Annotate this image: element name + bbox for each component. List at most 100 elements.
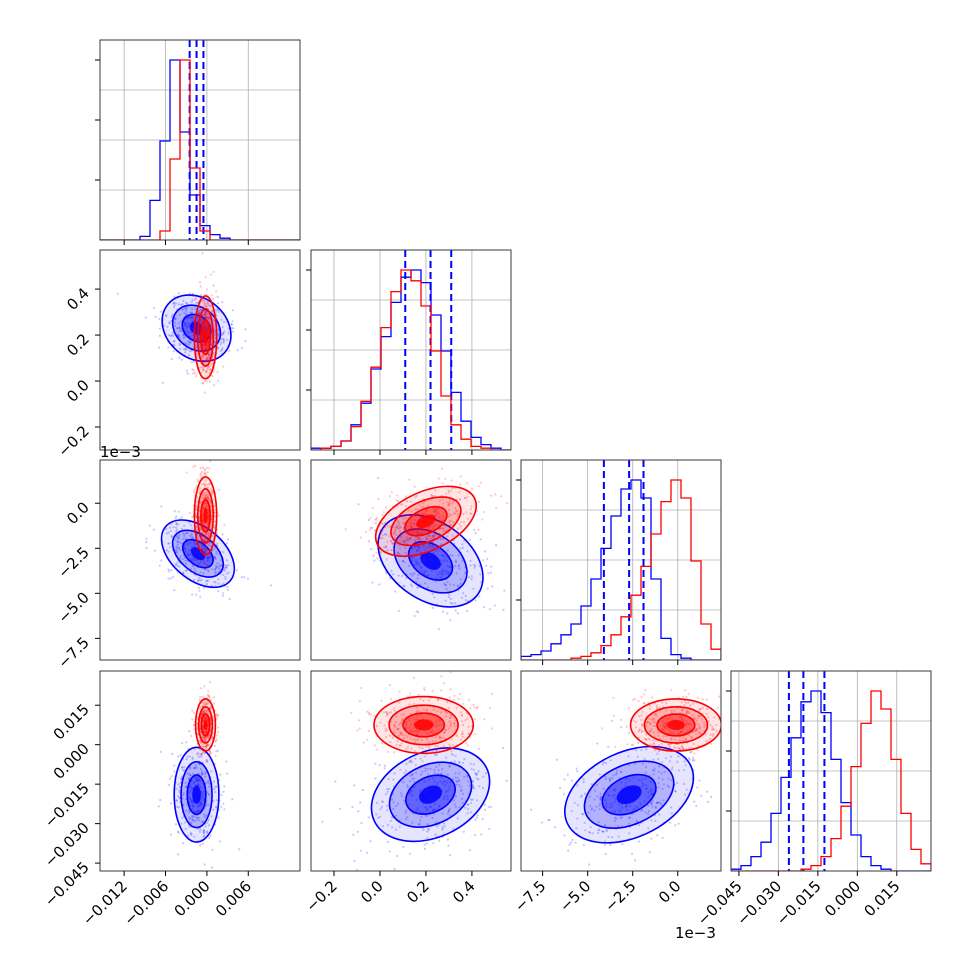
- scatter-point: [456, 515, 460, 518]
- y-tick-label: 0.015: [50, 700, 93, 743]
- scatter-point: [195, 753, 198, 756]
- scatter-point: [223, 568, 226, 571]
- scatter-point: [588, 863, 591, 866]
- scatter-point: [429, 731, 432, 734]
- scatter-point: [389, 740, 392, 744]
- scatter-point: [449, 523, 452, 527]
- scatter-point: [414, 519, 417, 522]
- scatter-point: [681, 736, 685, 739]
- scatter-point: [204, 495, 207, 498]
- scatter-point: [645, 787, 649, 790]
- scatter-point: [391, 816, 394, 819]
- scatter-point: [612, 788, 615, 791]
- scatter-point: [500, 495, 503, 498]
- scatter-point: [404, 733, 407, 737]
- scatter-point: [198, 309, 201, 312]
- scatter-point: [204, 313, 207, 316]
- scatter-point: [670, 812, 673, 815]
- scatter-point: [715, 723, 718, 727]
- scatter-point: [678, 732, 681, 736]
- scatter-point: [190, 301, 193, 304]
- scatter-point: [203, 326, 207, 329]
- scatter-point: [663, 726, 666, 729]
- scatter-point: [422, 546, 425, 549]
- scatter-point: [426, 830, 429, 833]
- scatter-point: [204, 312, 207, 316]
- scatter-point: [381, 537, 384, 540]
- scatter-point: [212, 555, 215, 558]
- scatter-point: [405, 762, 408, 766]
- scatter-point: [461, 543, 464, 546]
- scatter-point: [703, 725, 706, 728]
- scatter-point: [397, 500, 400, 503]
- scatter-point: [427, 744, 431, 748]
- scatter-point: [454, 776, 457, 779]
- scatter-point: [396, 527, 399, 530]
- scatter-point: [169, 833, 173, 836]
- scatter-point: [441, 768, 444, 771]
- scatter-point: [640, 749, 643, 752]
- scatter-point: [665, 709, 668, 712]
- scatter-point: [231, 309, 234, 312]
- scatter-point: [392, 542, 395, 545]
- scatter-point: [169, 526, 172, 529]
- scatter-point: [678, 716, 681, 720]
- scatter-point: [189, 833, 193, 836]
- scatter-point: [215, 714, 219, 717]
- scatter-point: [419, 566, 423, 569]
- scatter-point: [663, 730, 666, 733]
- scatter-point: [205, 703, 208, 706]
- scatter-point: [203, 468, 206, 471]
- scatter-point: [194, 307, 197, 310]
- scatter-point: [375, 518, 378, 522]
- scatter-point: [215, 567, 218, 570]
- scatter-point: [192, 805, 195, 808]
- scatter-point: [204, 483, 207, 486]
- scatter-point: [431, 536, 434, 539]
- scatter-point: [205, 564, 208, 567]
- scatter-point: [436, 510, 439, 513]
- scatter-point: [200, 366, 203, 369]
- scatter-point: [678, 747, 682, 751]
- scatter-point: [395, 499, 398, 502]
- scatter-point: [191, 593, 194, 596]
- scatter-point: [200, 712, 204, 716]
- scatter-point: [221, 332, 224, 335]
- scatter-point: [207, 303, 210, 306]
- scatter-point: [435, 736, 438, 739]
- scatter-point: [201, 314, 204, 317]
- scatter-point: [423, 689, 426, 692]
- scatter-point: [200, 578, 203, 581]
- scatter-point: [208, 785, 211, 789]
- scatter-point: [460, 720, 463, 723]
- scatter-point: [464, 719, 467, 722]
- scatter-point: [476, 814, 479, 817]
- scatter-point: [199, 528, 202, 532]
- scatter-point: [422, 502, 425, 505]
- scatter-point: [431, 528, 434, 531]
- scatter-point: [644, 811, 647, 814]
- scatter-point: [613, 793, 616, 796]
- scatter-point: [200, 712, 203, 715]
- scatter-point: [413, 614, 416, 618]
- scatter-point: [669, 716, 672, 719]
- scatter-point: [651, 793, 654, 797]
- scatter-point: [473, 563, 476, 567]
- scatter-point: [366, 738, 369, 741]
- scatter-point: [167, 568, 170, 571]
- scatter-point: [439, 520, 442, 523]
- scatter-point: [200, 308, 203, 311]
- scatter-point: [205, 357, 208, 360]
- scatter-point: [397, 520, 400, 523]
- scatter-point: [571, 838, 574, 842]
- scatter-point: [443, 568, 446, 572]
- scatter-point: [470, 801, 473, 805]
- scatter-point: [220, 318, 223, 321]
- scatter-point: [207, 535, 210, 538]
- scatter-point: [198, 519, 201, 523]
- scatter-point: [658, 720, 661, 724]
- scatter-point: [398, 701, 401, 704]
- scatter-point: [615, 769, 618, 772]
- scatter-point: [677, 822, 680, 825]
- scatter-point: [434, 720, 437, 723]
